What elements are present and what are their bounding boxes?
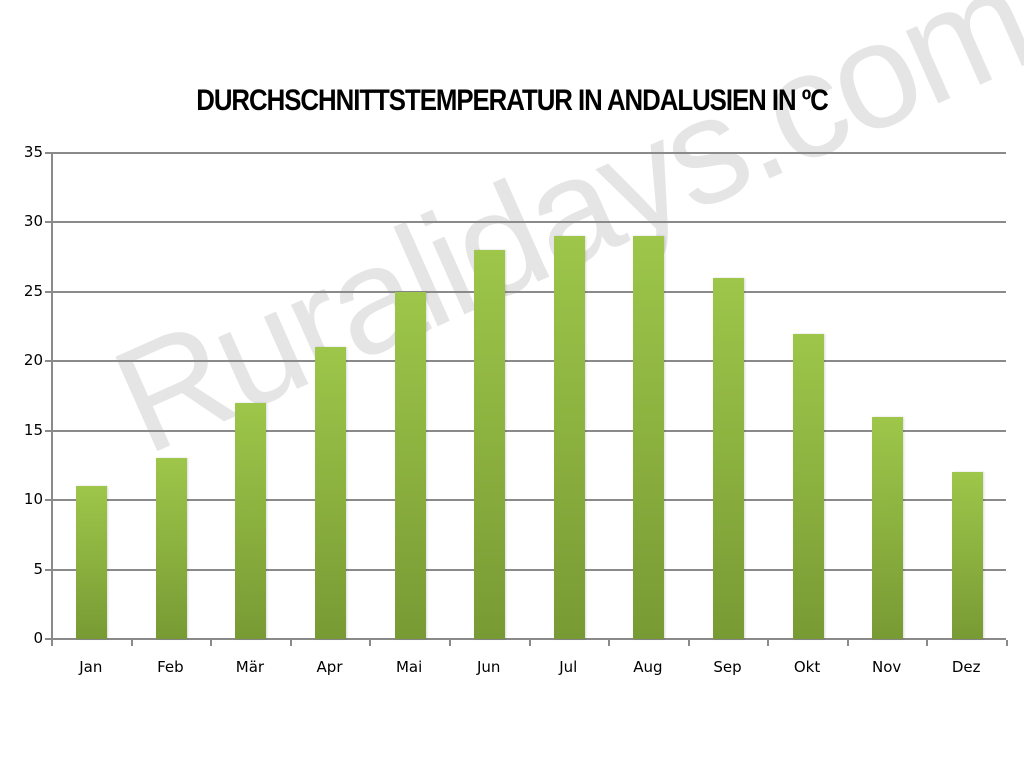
- x-tick-label: Aug: [633, 658, 663, 676]
- gridline: [51, 290, 1006, 293]
- x-tick: [51, 640, 53, 646]
- x-tick-label: Jul: [559, 658, 578, 676]
- y-tick: [45, 499, 51, 502]
- x-tick: [448, 640, 451, 646]
- gridline: [51, 152, 1006, 154]
- x-tick-label: Jan: [79, 658, 103, 676]
- x-tick-label: Mai: [395, 658, 423, 676]
- chart-title: DURCHSCHNITTSTEMPERATUR IN ANDALUSIEN IN…: [196, 84, 829, 117]
- y-tick: [45, 360, 51, 363]
- bar-dez: [951, 472, 983, 639]
- x-tick-label: Sep: [713, 658, 742, 676]
- gridline: [51, 499, 1006, 502]
- y-tick: [45, 568, 51, 571]
- bar-mai: [394, 291, 426, 639]
- x-axis: [51, 638, 1006, 640]
- x-tick-label: Jun: [476, 658, 501, 676]
- x-tick: [926, 640, 929, 646]
- gridline: [51, 568, 1006, 571]
- bar-apr: [315, 347, 347, 639]
- x-tick-label: Apr: [316, 658, 343, 676]
- bar-feb: [155, 458, 187, 639]
- gridline: [51, 360, 1006, 363]
- bar-nov: [872, 416, 904, 639]
- y-tick-label: 10: [23, 490, 43, 509]
- plot-area: [45, 152, 1008, 646]
- bar-sep: [712, 277, 744, 639]
- bar-okt: [792, 333, 824, 639]
- x-tick-label: Feb: [157, 658, 184, 676]
- y-tick: [45, 429, 51, 432]
- y-tick-label: 15: [23, 420, 43, 439]
- y-tick-label: 30: [23, 212, 43, 231]
- bar-jun: [474, 250, 506, 639]
- gridline: [51, 429, 1006, 432]
- bar-aug: [633, 236, 665, 639]
- bar-jan: [76, 486, 108, 639]
- x-tick: [846, 640, 849, 646]
- y-tick: [45, 638, 51, 640]
- x-tick: [369, 640, 372, 646]
- bar-mär: [235, 402, 267, 639]
- y-tick-label: 35: [23, 143, 43, 161]
- y-tick: [45, 152, 51, 154]
- x-tick: [608, 640, 611, 646]
- y-tick: [45, 290, 51, 293]
- x-tick: [687, 640, 690, 646]
- x-tick-label: Nov: [871, 658, 902, 676]
- bar-jul: [553, 236, 585, 639]
- y-tick: [45, 221, 51, 224]
- x-tick: [289, 640, 292, 646]
- x-tick-label: Okt: [793, 658, 821, 676]
- x-tick: [1006, 640, 1008, 646]
- y-tick-label: 20: [23, 351, 43, 370]
- y-tick-label: 0: [33, 629, 43, 647]
- x-tick: [767, 640, 770, 646]
- x-tick: [210, 640, 213, 646]
- x-tick: [130, 640, 133, 646]
- y-tick-label: 25: [23, 281, 43, 300]
- x-tick-label: Mär: [235, 658, 265, 676]
- y-tick-label: 5: [33, 559, 43, 578]
- x-tick: [528, 640, 531, 646]
- y-axis: [51, 153, 53, 639]
- x-tick-label: Dez: [951, 658, 981, 676]
- gridline: [51, 221, 1006, 224]
